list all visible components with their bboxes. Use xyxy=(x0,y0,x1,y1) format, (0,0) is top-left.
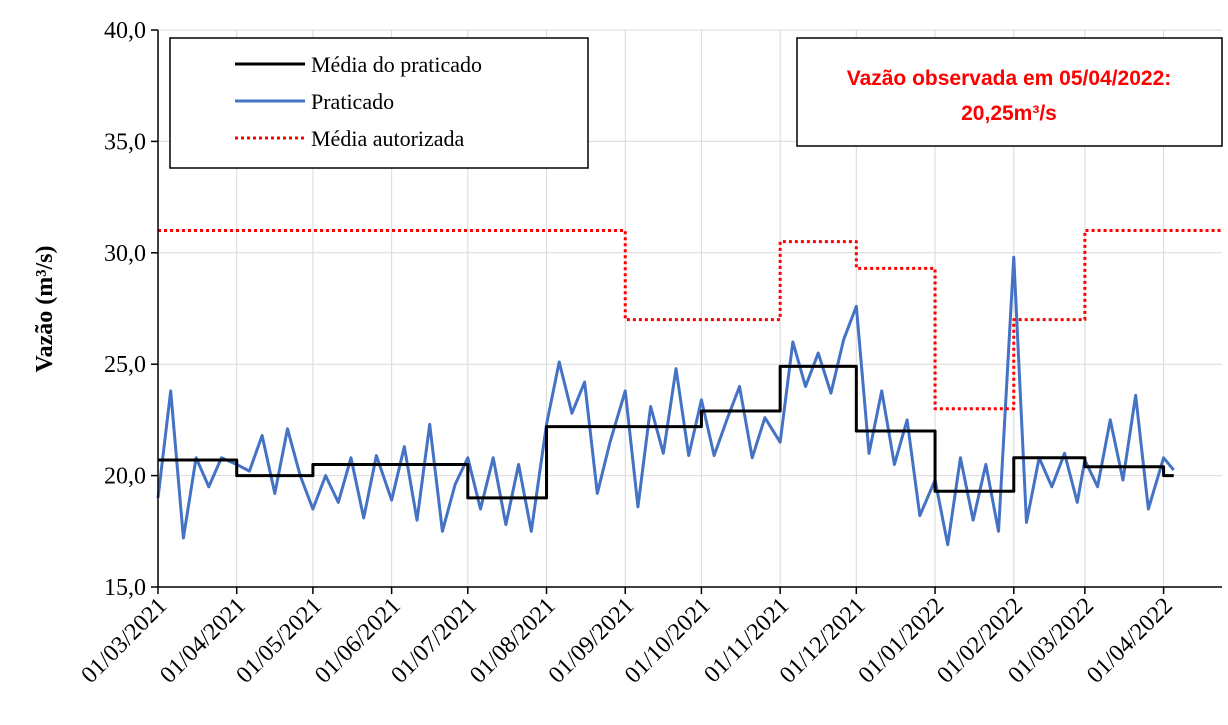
y-tick-label: 35,0 xyxy=(104,129,146,155)
series-line xyxy=(158,364,1174,500)
y-tick-label: 15,0 xyxy=(104,575,146,601)
x-tick-label: 01/01/2022 xyxy=(854,593,950,689)
legend-label: Média autorizada xyxy=(311,126,465,151)
y-tick-label: 20,0 xyxy=(104,464,146,490)
x-tick-label: 01/08/2021 xyxy=(465,593,561,689)
lines xyxy=(156,229,1222,547)
x-tick-label: 01/04/2022 xyxy=(1082,593,1178,689)
legend-box xyxy=(169,37,589,169)
y-axis-label: Vazão (m³/s) xyxy=(32,246,58,373)
x-tick-label: 01/03/2021 xyxy=(77,593,173,689)
y-tick-label: 40,0 xyxy=(104,18,146,44)
annotation: Vazão observada em 05/04/2022: xyxy=(847,67,1172,90)
annotation: 20,25m³/s xyxy=(961,102,1057,125)
series-line xyxy=(156,255,1175,547)
annotation-box xyxy=(796,37,1223,147)
series-line xyxy=(158,229,1222,411)
y-tick-label: 25,0 xyxy=(104,352,146,378)
legend-label: Praticado xyxy=(311,89,394,114)
legend-label: Média do praticado xyxy=(311,52,482,77)
y-tick-label: 30,0 xyxy=(104,241,146,267)
